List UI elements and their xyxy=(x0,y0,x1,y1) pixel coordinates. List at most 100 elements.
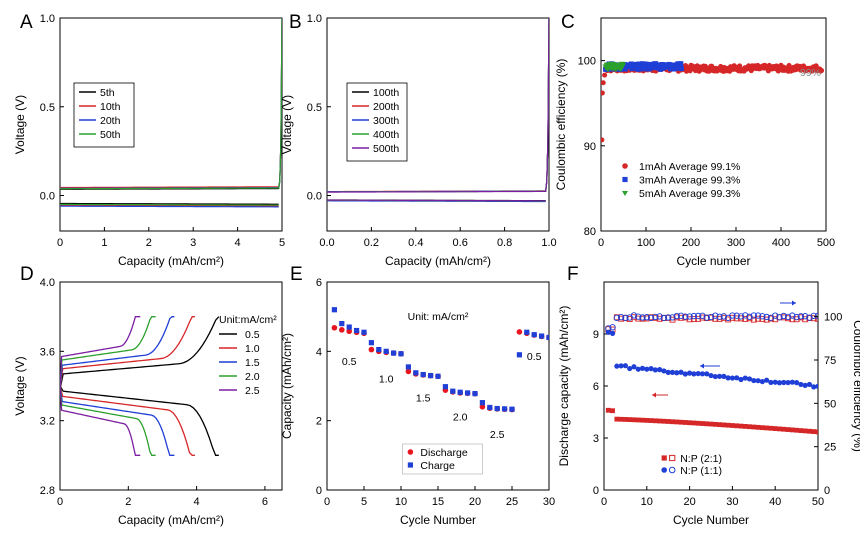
series-line-charge xyxy=(60,316,141,390)
x-tick-label: 4 xyxy=(235,237,241,249)
legend-box xyxy=(73,82,135,148)
y-tick-label: 90 xyxy=(584,141,596,153)
series-line-plating xyxy=(327,199,546,202)
data-point xyxy=(738,423,744,429)
data-point-ce xyxy=(673,312,680,320)
data-point xyxy=(702,63,709,69)
data-point xyxy=(391,350,397,356)
data-point xyxy=(802,382,808,388)
legend-label: 2.5 xyxy=(245,385,260,397)
data-point xyxy=(691,420,697,426)
series-line-stripping xyxy=(60,18,282,189)
data-point xyxy=(716,373,723,379)
data-point xyxy=(670,419,675,425)
panel-d: D 0 2 4 6 2.8 3.2 3.6 4.0 Capacity (mAh/cm²) Volta… xyxy=(13,264,283,527)
data-point xyxy=(457,389,463,395)
data-point xyxy=(695,370,701,377)
series-line-stripping xyxy=(60,18,282,190)
data-point xyxy=(420,371,426,378)
data-point xyxy=(676,65,682,71)
data-point xyxy=(405,368,412,375)
data-point xyxy=(708,421,714,427)
data-point xyxy=(755,378,761,384)
data-point xyxy=(428,373,434,379)
data-point xyxy=(695,420,701,426)
x-tick-label: 10 xyxy=(395,496,407,508)
y-axis-label: Voltage (V) xyxy=(280,95,294,154)
x-tick-label: 400 xyxy=(772,237,790,249)
data-point-ce xyxy=(635,313,642,320)
data-point xyxy=(622,363,629,369)
rate-label: 0.5 xyxy=(527,351,542,363)
data-point xyxy=(450,388,456,394)
data-point-ce xyxy=(750,316,757,323)
data-point-ce xyxy=(738,315,744,322)
data-point xyxy=(712,373,718,380)
data-point xyxy=(742,424,748,429)
data-point xyxy=(479,404,486,410)
data-point xyxy=(368,346,375,353)
data-point xyxy=(768,425,774,431)
data-point-ce xyxy=(750,312,757,319)
data-point xyxy=(339,327,345,333)
data-point xyxy=(465,390,471,396)
plot-frame xyxy=(59,17,283,232)
data-point xyxy=(601,137,605,143)
data-point xyxy=(635,366,641,372)
data-point xyxy=(747,424,752,430)
legend-label: 2.0 xyxy=(245,371,260,383)
legend-label: 400th xyxy=(373,129,399,141)
data-point-ce xyxy=(605,325,612,332)
data-point-ce xyxy=(707,313,715,321)
legend-title: Unit:mA/cm² xyxy=(219,314,277,326)
x-tick-label: 0 xyxy=(57,496,63,508)
data-point xyxy=(737,63,743,69)
panel-a: A 0 1 2 3 4 5 0.0 0.5 1.0 Capacity (mAh/cm²) Voltag… xyxy=(13,12,285,268)
data-point xyxy=(704,371,710,377)
y-tick-label: 100 xyxy=(578,56,596,68)
y-tick-label: 6 xyxy=(593,381,599,393)
panel-letter: B xyxy=(289,12,302,33)
arrow-left xyxy=(700,363,704,369)
data-point xyxy=(730,423,735,428)
data-point-ce xyxy=(712,312,719,319)
data-point xyxy=(368,340,374,346)
data-point xyxy=(729,375,736,381)
data-point xyxy=(628,61,634,67)
legend-label: Charge xyxy=(420,460,455,472)
data-point xyxy=(700,421,705,426)
x-tick-label: 0 xyxy=(598,237,604,249)
data-point xyxy=(751,377,757,384)
data-point xyxy=(704,421,710,427)
x-tick-label: 5 xyxy=(279,237,285,249)
panel-letter: A xyxy=(20,12,33,33)
data-point xyxy=(648,366,654,372)
data-point xyxy=(623,417,628,422)
x-tick-label: 1.0 xyxy=(541,237,556,249)
y2-tick-label: 50 xyxy=(824,398,836,410)
x-tick-label: 50 xyxy=(812,496,824,508)
y-tick-label: 6 xyxy=(316,277,322,289)
y-tick-label: 2.8 xyxy=(40,485,55,497)
panel-letter: D xyxy=(20,264,34,285)
data-point xyxy=(751,424,757,430)
data-point xyxy=(442,384,448,390)
legend-label: 500th xyxy=(373,143,399,155)
data-point xyxy=(661,368,667,374)
y-tick-label: 0 xyxy=(593,485,599,497)
data-point xyxy=(665,369,671,375)
x-tick-label: 0.0 xyxy=(319,237,334,249)
data-point-ce xyxy=(742,312,749,319)
y2-tick-label: 25 xyxy=(824,442,836,454)
x-axis-label: Capacity (mAh/cm²) xyxy=(118,254,224,268)
x-tick-label: 0.6 xyxy=(453,237,468,249)
data-point-ce xyxy=(682,313,689,320)
data-point xyxy=(665,419,671,424)
data-point xyxy=(678,61,684,67)
x-tick-label: 15 xyxy=(432,496,444,508)
data-point xyxy=(618,363,624,369)
y2-tick-label: 75 xyxy=(824,355,836,367)
data-point-ce xyxy=(733,312,740,319)
data-point-ce xyxy=(754,312,762,319)
y-axis-label: Coulombic efficiency (%) xyxy=(554,59,568,191)
